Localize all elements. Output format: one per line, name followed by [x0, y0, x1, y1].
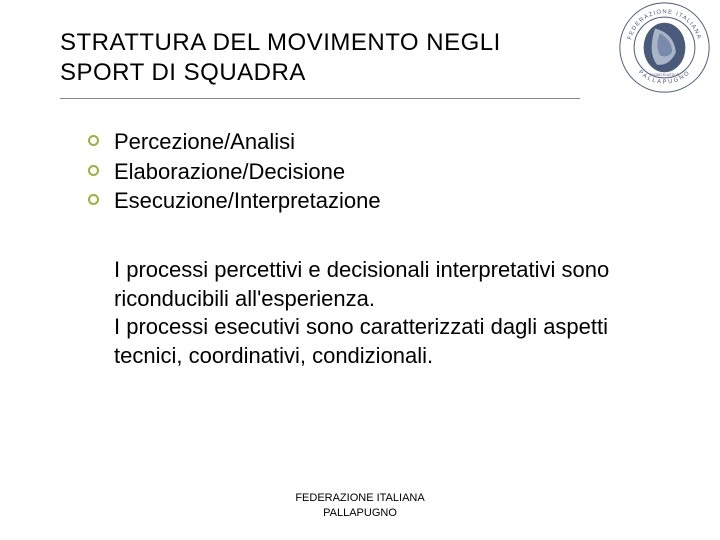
list-item: Esecuzione/Interpretazione: [88, 186, 660, 216]
bullet-list: Percezione/Analisi Elaborazione/Decision…: [60, 127, 660, 216]
paragraph-text-1: I processi percettivi e decisionali inte…: [114, 257, 609, 311]
list-item: Elaborazione/Decisione: [88, 157, 660, 187]
slide-title: STRATTURA DEL MOVIMENTO NEGLI SPORT DI S…: [60, 28, 580, 99]
federation-logo: FEDERAZIONE ITALIANA PALLAPUGNO PUGNO EL…: [617, 0, 712, 95]
list-item: Percezione/Analisi: [88, 127, 660, 157]
footer-line-2: PALLAPUGNO: [323, 507, 397, 519]
slide-footer: FEDERAZIONE ITALIANA PALLAPUGNO: [0, 491, 720, 520]
slide-container: FEDERAZIONE ITALIANA PALLAPUGNO PUGNO EL…: [0, 0, 720, 540]
body-paragraph: I processi percettivi e decisionali inte…: [60, 256, 620, 370]
paragraph-text-2: I processi esecutivi sono caratterizzati…: [114, 314, 608, 368]
footer-line-1: FEDERAZIONE ITALIANA: [295, 492, 424, 504]
svg-text:PUGNO ELASTICO: PUGNO ELASTICO: [650, 73, 680, 77]
